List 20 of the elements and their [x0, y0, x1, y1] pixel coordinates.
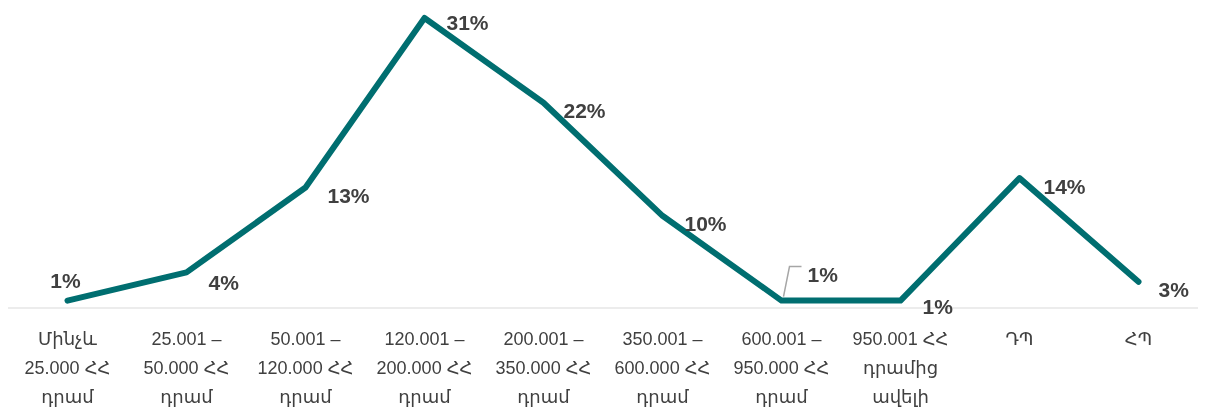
data-label: 31%	[446, 10, 489, 34]
data-label: 1%	[50, 269, 81, 293]
x-tick-label: 25.001 – 50.000 ՀՀ դրամ	[143, 329, 230, 407]
x-tick-label: ԴՊ	[1005, 329, 1034, 349]
data-label: 1%	[922, 295, 954, 319]
x-tick-label: 50.001 – 120.000 ՀՀ դրամ	[257, 329, 354, 407]
data-label: 22%	[563, 99, 606, 123]
x-tick-label: 950.001 ՀՀ դրամից ավելի	[852, 329, 949, 407]
data-label: 10%	[684, 212, 727, 236]
data-label: 13%	[327, 184, 370, 208]
x-tick-label: 600.001 – 950.000 ՀՀ դրամ	[733, 329, 830, 407]
x-tick-label: 120.001 – 200.000 ՀՀ դրամ	[376, 329, 473, 407]
data-label: 1%	[807, 263, 839, 287]
data-label: 14%	[1043, 174, 1086, 198]
x-tick-label: 200.001 – 350.000 ՀՀ դրամ	[495, 329, 592, 407]
x-tick-label: ՀՊ	[1124, 329, 1153, 349]
data-label: 4%	[208, 270, 240, 294]
data-label: 3%	[1158, 278, 1190, 302]
x-tick-label: Մինչև 25.000 ՀՀ դրամ	[24, 329, 111, 407]
x-tick-label: 350.001 – 600.000 ՀՀ դրամ	[614, 329, 711, 407]
